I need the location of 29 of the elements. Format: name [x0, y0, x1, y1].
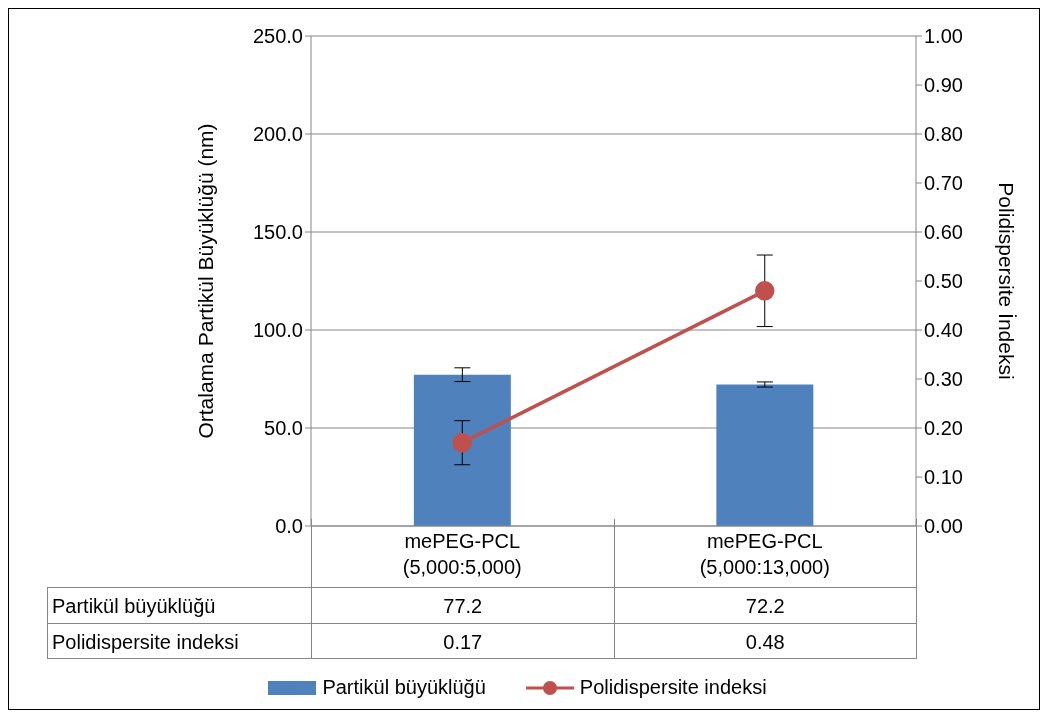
y-tick-label: 50.0 [264, 417, 303, 440]
y2-tick-label: 0.80 [924, 123, 963, 146]
y-tick-label: 100.0 [252, 319, 303, 342]
y2-tick-label: 0.20 [924, 417, 963, 440]
text: Polidispersite indeksi [52, 631, 239, 653]
y2-tick-label: 0.50 [924, 270, 963, 293]
y-tick-label: 0.0 [275, 515, 303, 538]
y2-tick-label: 0.60 [924, 221, 963, 244]
text: Partikül büyüklüğü [52, 595, 216, 617]
legend-label: Partikül büyüklüğü [322, 676, 486, 699]
data-label: 0.17 [311, 623, 614, 659]
y-tick-label: 150.0 [252, 221, 303, 244]
y-tick-label: 200.0 [252, 123, 303, 146]
data-label: 77.2 [311, 587, 614, 623]
y2-tick-label: 0.90 [924, 74, 963, 97]
y2-tick-label: 0.70 [924, 172, 963, 195]
y2-tick-label: 0.00 [924, 515, 963, 538]
y2-tick-label: 0.30 [924, 368, 963, 391]
y-axis-title: Ortalama Partikül Büyüklüğü (nm) [194, 123, 218, 439]
y2-tick-label: 0.10 [924, 466, 963, 489]
x-tick-label: mePEG-PCL (5,000:13,000) [699, 530, 830, 578]
x-tick-label: mePEG-PCL (5,000:5,000) [402, 530, 522, 578]
y-tick-label: 250.0 [252, 25, 303, 48]
y2-axis-title: Polidispersite İndeksi [994, 182, 1018, 380]
data-label: 0.48 [613, 623, 917, 659]
y2-tick-label: 0.40 [924, 319, 963, 342]
y2-tick-label: 1.00 [924, 25, 963, 48]
legend-label: Polidispersite indeksi [579, 676, 767, 699]
data-label: 72.2 [613, 587, 917, 623]
